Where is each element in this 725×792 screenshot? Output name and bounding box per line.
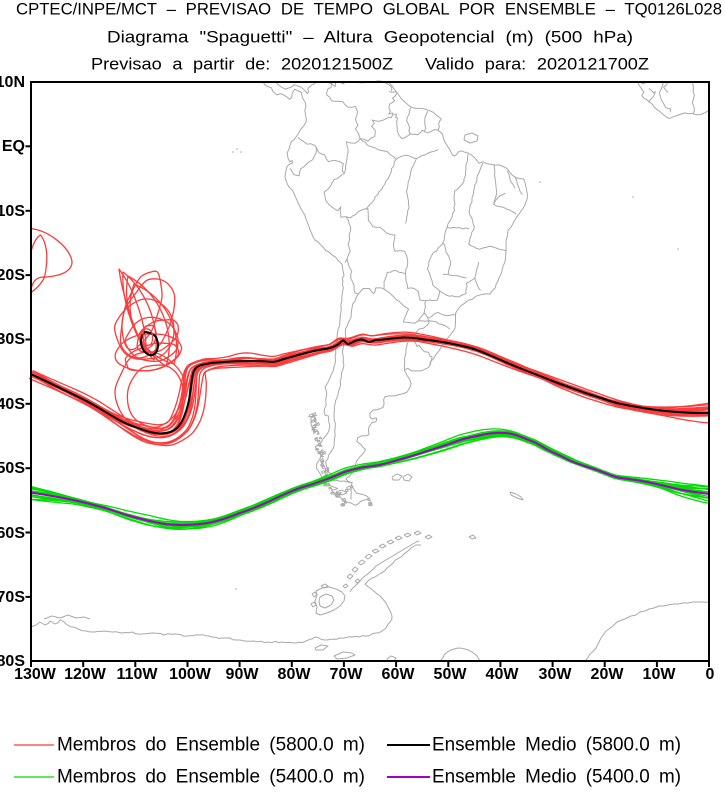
svg-text:10W: 10W [643,666,677,683]
svg-text:30S: 30S [0,331,25,348]
svg-text:50S: 50S [0,460,25,477]
svg-text:10S: 10S [0,203,25,220]
svg-text:20W: 20W [591,666,625,683]
svg-text:Ensemble Medio (5800.0 m): Ensemble Medio (5800.0 m) [432,735,681,756]
svg-text:10N: 10N [0,74,25,91]
svg-text:30W: 30W [539,666,573,683]
svg-text:80W: 80W [278,666,312,683]
svg-text:40W: 40W [486,666,520,683]
svg-text:80S: 80S [0,653,25,670]
svg-text:20S: 20S [0,267,25,284]
svg-text:110W: 110W [117,666,159,683]
svg-text:90W: 90W [226,666,260,683]
svg-text:60S: 60S [0,525,25,542]
svg-text:Membros do Ensemble (5400.0 m): Membros do Ensemble (5400.0 m) [57,767,365,788]
svg-text:100W: 100W [169,666,212,683]
svg-text:Previsao a partir de: 20201215: Previsao a partir de: 2020121500Z Valido… [91,56,649,74]
svg-text:Diagrama "Spaguetti" – Altura: Diagrama "Spaguetti" – Altura Geopotenci… [107,28,633,46]
svg-text:50W: 50W [434,666,468,683]
svg-text:70W: 70W [330,666,364,683]
svg-text:130W: 130W [14,666,57,683]
svg-text:CPTEC/INPE/MCT – PREVISAO DE T: CPTEC/INPE/MCT – PREVISAO DE TEMPO GLOBA… [16,0,722,18]
svg-text:0: 0 [706,666,715,683]
svg-text:70S: 70S [0,589,25,606]
svg-text:40S: 40S [0,396,25,413]
svg-text:Ensemble Medio (5400.0 m): Ensemble Medio (5400.0 m) [432,767,681,788]
svg-text:60W: 60W [382,666,416,683]
svg-text:Membros do Ensemble (5800.0 m): Membros do Ensemble (5800.0 m) [57,735,365,756]
svg-text:120W: 120W [64,666,107,683]
svg-text:EQ: EQ [2,138,25,155]
